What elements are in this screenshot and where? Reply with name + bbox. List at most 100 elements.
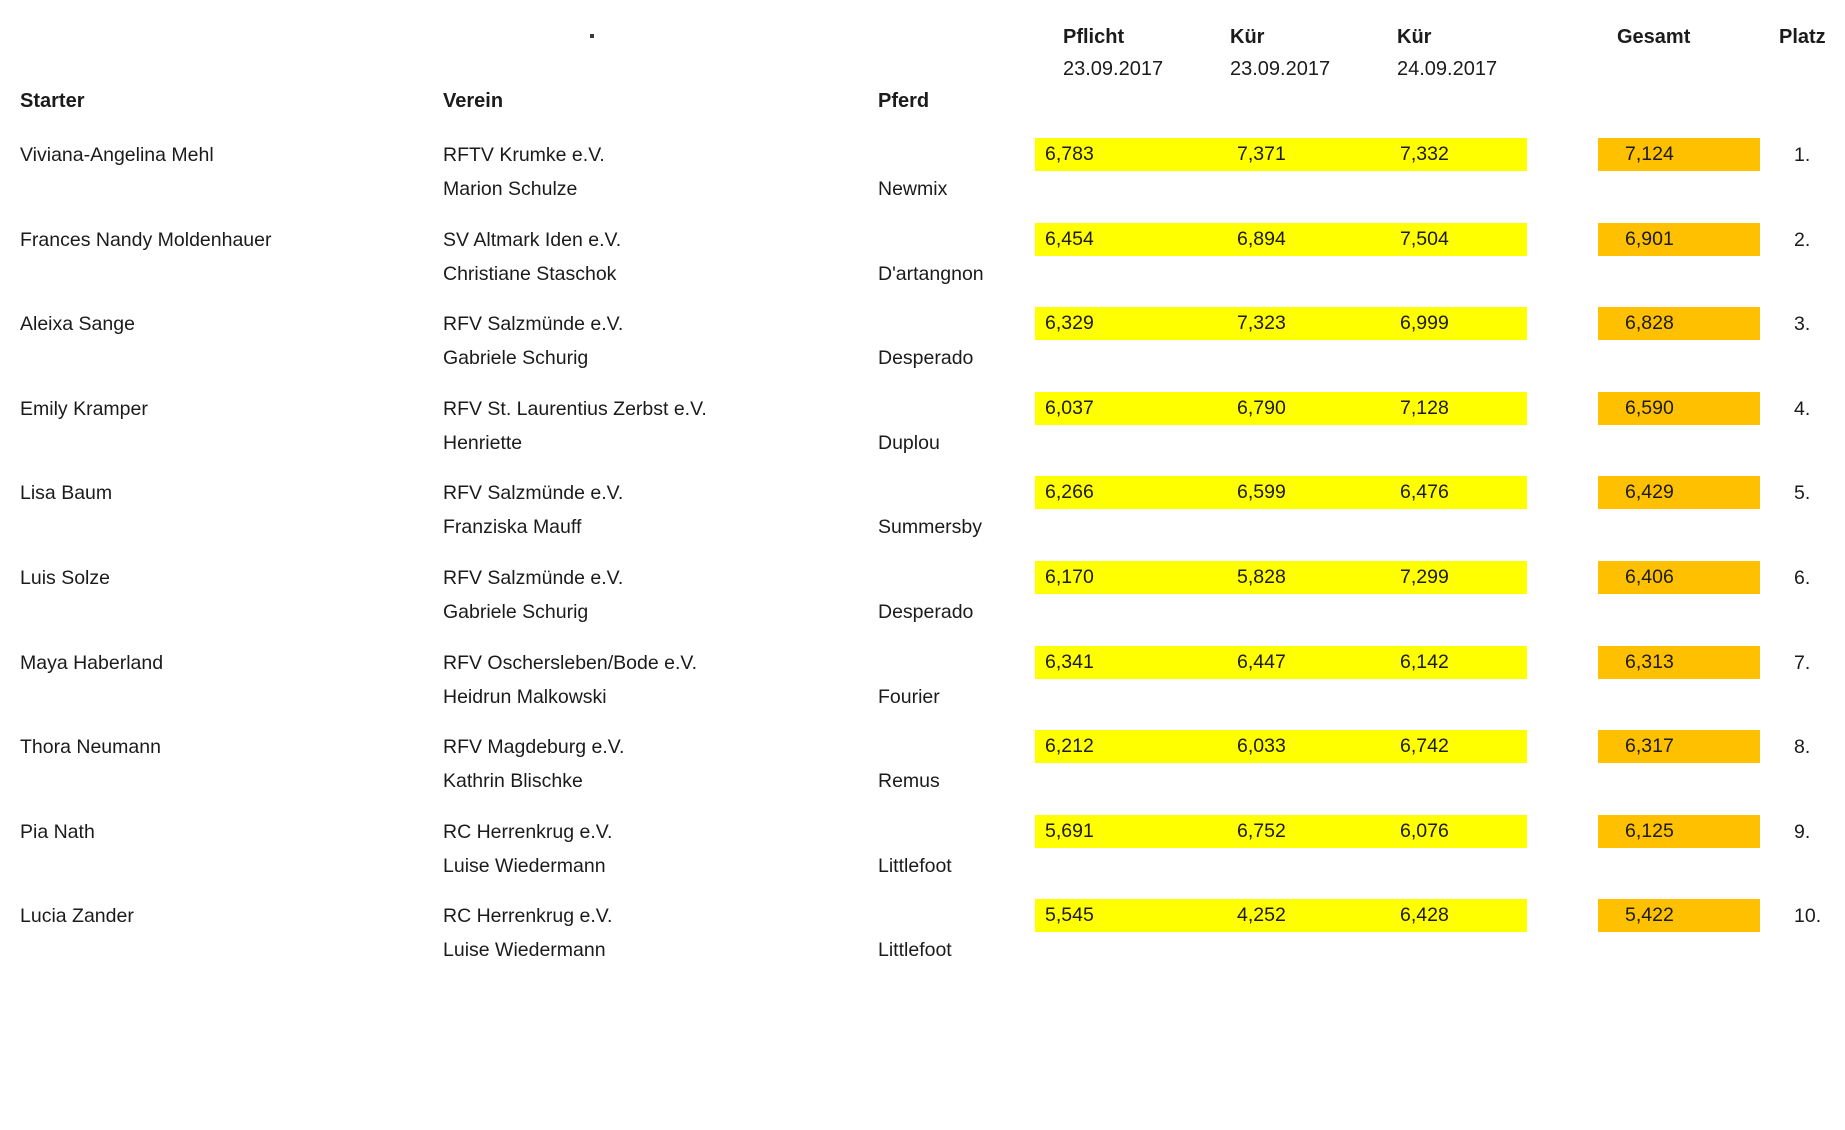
pferd-name: Littlefoot bbox=[878, 855, 952, 877]
score-pflicht: 6,329 bbox=[1045, 312, 1094, 334]
starter-name: Lucia Zander bbox=[20, 905, 134, 927]
score-kuer-2: 6,999 bbox=[1400, 312, 1449, 334]
starter-name: Frances Nandy Moldenhauer bbox=[20, 229, 272, 251]
score-highlight-band: 6,170 5,828 7,299 bbox=[1035, 561, 1527, 594]
lunger-name: Christiane Staschok bbox=[443, 263, 617, 285]
lunger-name: Gabriele Schurig bbox=[443, 347, 589, 369]
verein-name: RFV Oschersleben/Bode e.V. bbox=[443, 652, 698, 674]
score-highlight-band: 6,212 6,033 6,742 bbox=[1035, 730, 1527, 763]
gesamt-value: 6,590 bbox=[1598, 392, 1760, 425]
platz-value: 10. bbox=[1794, 905, 1822, 927]
score-kuer-1: 6,599 bbox=[1237, 481, 1286, 503]
pferd-name: Fourier bbox=[878, 686, 940, 708]
score-highlight-band: 6,341 6,447 6,142 bbox=[1035, 646, 1527, 679]
column-header-kuer-1: Kür bbox=[1230, 26, 1265, 48]
platz-value: 5. bbox=[1794, 482, 1811, 504]
lunger-name: Gabriele Schurig bbox=[443, 601, 589, 623]
verein-name: RFV Magdeburg e.V. bbox=[443, 736, 625, 758]
score-pflicht: 5,545 bbox=[1045, 904, 1094, 926]
score-highlight-band: 6,037 6,790 7,128 bbox=[1035, 392, 1527, 425]
platz-value: 1. bbox=[1794, 144, 1811, 166]
score-kuer-1: 6,033 bbox=[1237, 735, 1286, 757]
starter-name: Maya Haberland bbox=[20, 652, 164, 674]
score-kuer-2: 6,476 bbox=[1400, 481, 1449, 503]
verein-name: RC Herrenkrug e.V. bbox=[443, 905, 613, 927]
pferd-name: Desperado bbox=[878, 601, 974, 623]
table-row: Aleixa Sange RFV Salzmünde e.V. Gabriele… bbox=[0, 307, 1845, 392]
table-row: Emily Kramper RFV St. Laurentius Zerbst … bbox=[0, 392, 1845, 477]
starter-name: Aleixa Sange bbox=[20, 313, 135, 335]
table-row: Pia Nath RC Herrenkrug e.V. Luise Wieder… bbox=[0, 815, 1845, 900]
score-kuer-1: 7,323 bbox=[1237, 312, 1286, 334]
score-pflicht: 6,170 bbox=[1045, 566, 1094, 588]
lunger-name: Heidrun Malkowski bbox=[443, 686, 607, 708]
score-pflicht: 6,037 bbox=[1045, 397, 1094, 419]
starter-name: Lisa Baum bbox=[20, 482, 113, 504]
verein-name: SV Altmark Iden e.V. bbox=[443, 229, 622, 251]
score-pflicht: 5,691 bbox=[1045, 820, 1094, 842]
starter-name: Emily Kramper bbox=[20, 398, 148, 420]
table-row: Thora Neumann RFV Magdeburg e.V. Kathrin… bbox=[0, 730, 1845, 815]
verein-name: RC Herrenkrug e.V. bbox=[443, 821, 613, 843]
score-kuer-1: 6,752 bbox=[1237, 820, 1286, 842]
score-pflicht: 6,783 bbox=[1045, 143, 1094, 165]
lunger-name: Luise Wiedermann bbox=[443, 939, 606, 961]
score-kuer-2: 6,742 bbox=[1400, 735, 1449, 757]
score-pflicht: 6,212 bbox=[1045, 735, 1094, 757]
table-row: Viviana-Angelina Mehl RFTV Krumke e.V. M… bbox=[0, 138, 1845, 223]
verein-name: RFTV Krumke e.V. bbox=[443, 144, 605, 166]
table-row: Maya Haberland RFV Oschersleben/Bode e.V… bbox=[0, 646, 1845, 731]
score-kuer-2: 7,332 bbox=[1400, 143, 1449, 165]
verein-name: RFV Salzmünde e.V. bbox=[443, 482, 624, 504]
score-kuer-2: 7,128 bbox=[1400, 397, 1449, 419]
gesamt-value: 6,406 bbox=[1598, 561, 1760, 594]
pferd-name: Remus bbox=[878, 770, 940, 792]
table-row: Lucia Zander RC Herrenkrug e.V. Luise Wi… bbox=[0, 899, 1845, 984]
lunger-name: Marion Schulze bbox=[443, 178, 578, 200]
gesamt-value: 6,901 bbox=[1598, 223, 1760, 256]
column-header-verein: Verein bbox=[443, 90, 504, 112]
pferd-name: D'artangnon bbox=[878, 263, 984, 285]
column-header-pferd: Pferd bbox=[878, 90, 930, 112]
score-pflicht: 6,341 bbox=[1045, 651, 1094, 673]
score-highlight-band: 6,454 6,894 7,504 bbox=[1035, 223, 1527, 256]
pferd-name: Littlefoot bbox=[878, 939, 952, 961]
starter-name: Pia Nath bbox=[20, 821, 95, 843]
lunger-name: Henriette bbox=[443, 432, 523, 454]
pferd-name: Duplou bbox=[878, 432, 940, 454]
pferd-name: Newmix bbox=[878, 178, 948, 200]
score-kuer-1: 5,828 bbox=[1237, 566, 1286, 588]
gesamt-value: 6,429 bbox=[1598, 476, 1760, 509]
score-pflicht: 6,266 bbox=[1045, 481, 1094, 503]
score-kuer-1: 4,252 bbox=[1237, 904, 1286, 926]
pferd-name: Desperado bbox=[878, 347, 974, 369]
column-date-pflicht: 23.09.2017 bbox=[1063, 58, 1164, 80]
verein-name: RFV Salzmünde e.V. bbox=[443, 313, 624, 335]
column-header-gesamt: Gesamt bbox=[1617, 26, 1691, 48]
platz-value: 8. bbox=[1794, 736, 1811, 758]
gesamt-value: 6,317 bbox=[1598, 730, 1760, 763]
verein-name: RFV St. Laurentius Zerbst e.V. bbox=[443, 398, 707, 420]
stray-dot-mark bbox=[590, 34, 594, 38]
starter-name: Luis Solze bbox=[20, 567, 110, 589]
column-header-kuer-2: Kür bbox=[1397, 26, 1432, 48]
column-header-pflicht: Pflicht bbox=[1063, 26, 1125, 48]
score-kuer-1: 7,371 bbox=[1237, 143, 1286, 165]
score-kuer-2: 6,428 bbox=[1400, 904, 1449, 926]
column-date-kuer-2: 24.09.2017 bbox=[1397, 58, 1498, 80]
table-row: Lisa Baum RFV Salzmünde e.V. Franziska M… bbox=[0, 476, 1845, 561]
score-kuer-2: 7,299 bbox=[1400, 566, 1449, 588]
score-highlight-band: 6,783 7,371 7,332 bbox=[1035, 138, 1527, 171]
score-kuer-1: 6,790 bbox=[1237, 397, 1286, 419]
column-header-starter: Starter bbox=[20, 90, 85, 112]
lunger-name: Luise Wiedermann bbox=[443, 855, 606, 877]
column-date-kuer-1: 23.09.2017 bbox=[1230, 58, 1331, 80]
score-kuer-1: 6,894 bbox=[1237, 228, 1286, 250]
starter-name: Thora Neumann bbox=[20, 736, 161, 758]
score-pflicht: 6,454 bbox=[1045, 228, 1094, 250]
score-highlight-band: 5,545 4,252 6,428 bbox=[1035, 899, 1527, 932]
starter-name: Viviana-Angelina Mehl bbox=[20, 144, 214, 166]
pferd-name: Summersby bbox=[878, 516, 983, 538]
gesamt-value: 7,124 bbox=[1598, 138, 1760, 171]
